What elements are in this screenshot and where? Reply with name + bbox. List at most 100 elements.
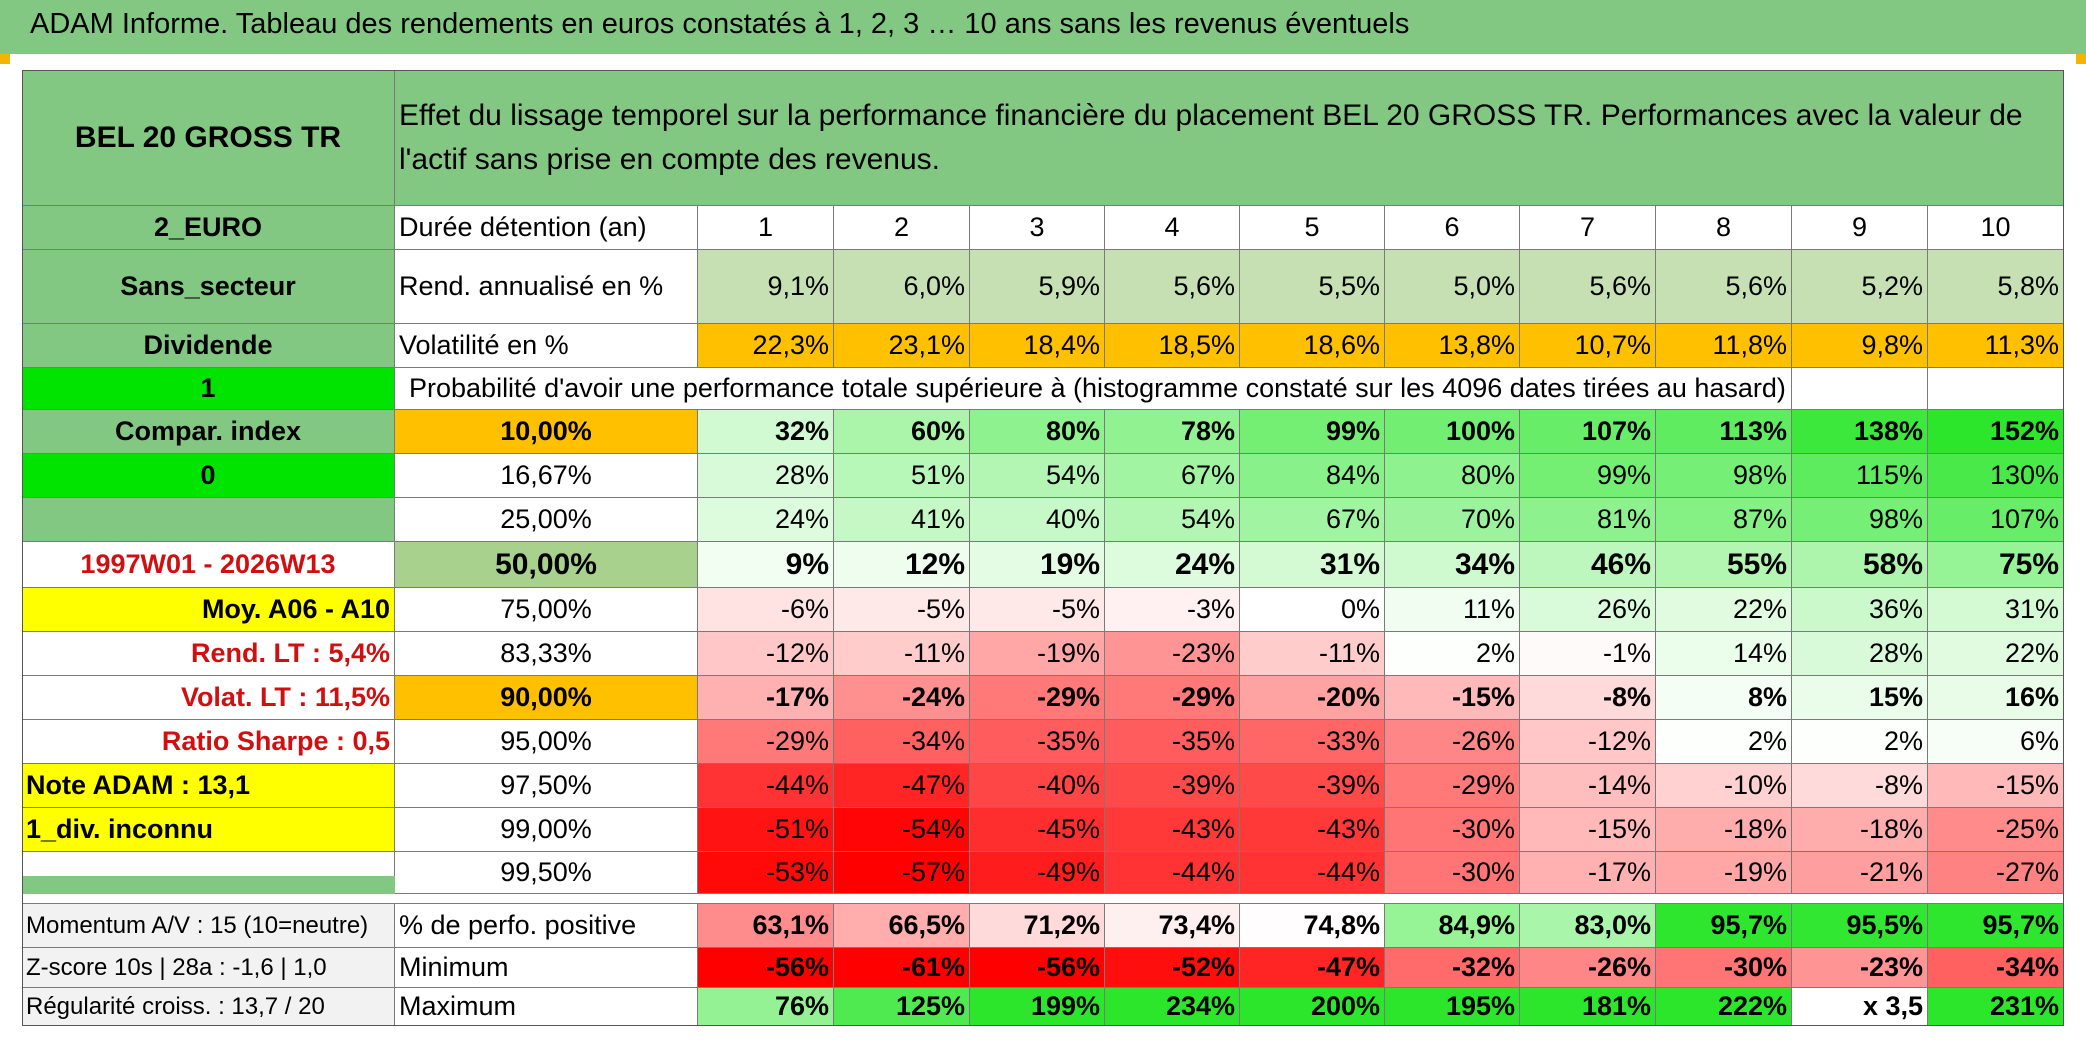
prob-value: 24%: [1105, 542, 1240, 588]
prob-value: 46%: [1520, 542, 1656, 588]
prob-value: -19%: [1656, 852, 1792, 894]
vol-value: 11,3%: [1928, 324, 2064, 368]
prob-value: -35%: [1105, 720, 1240, 764]
prob-value: -33%: [1240, 720, 1385, 764]
prob-value: 55%: [1656, 542, 1792, 588]
prob-value: 80%: [1385, 454, 1520, 498]
prob-value: 34%: [1385, 542, 1520, 588]
prob-value: -25%: [1928, 808, 2064, 852]
prob-value: 87%: [1656, 498, 1792, 542]
prob-value: 2%: [1792, 720, 1928, 764]
prob-value: 130%: [1928, 454, 2064, 498]
flag-1: 1: [22, 368, 395, 410]
prob-value: 31%: [1240, 542, 1385, 588]
div-info: 1_div. inconnu: [22, 808, 395, 852]
prob-threshold: 90,00%: [395, 676, 698, 720]
year-header: 5: [1240, 206, 1385, 250]
bottom-row-label: % de perfo. positive: [395, 904, 698, 948]
prob-value: -18%: [1792, 808, 1928, 852]
prob-value: -44%: [1105, 852, 1240, 894]
prob-value: -43%: [1240, 808, 1385, 852]
prob-value: 24%: [698, 498, 834, 542]
year-header: 10: [1928, 206, 2064, 250]
bottom-value: 66,5%: [834, 904, 970, 948]
prob-value: -12%: [698, 632, 834, 676]
bottom-value: -52%: [1105, 948, 1240, 988]
prob-value: 15%: [1792, 676, 1928, 720]
bottom-value: 76%: [698, 988, 834, 1026]
prob-value: 2%: [1385, 632, 1520, 676]
prob-value: 9%: [698, 542, 834, 588]
bottom-value: 199%: [970, 988, 1105, 1026]
vol-label: Volatilité en %: [395, 324, 698, 368]
vol-value: 13,8%: [1385, 324, 1520, 368]
bottom-value: -26%: [1520, 948, 1656, 988]
bottom-value: -34%: [1928, 948, 2064, 988]
prob-value: 100%: [1385, 410, 1520, 454]
prob-value: -24%: [834, 676, 970, 720]
prob-value: -30%: [1385, 808, 1520, 852]
prob-value: 98%: [1792, 498, 1928, 542]
vol-value: 18,5%: [1105, 324, 1240, 368]
prob-threshold: 99,00%: [395, 808, 698, 852]
prob-value: -43%: [1105, 808, 1240, 852]
prob-value: 6%: [1928, 720, 2064, 764]
rend-lt: Rend. LT : 5,4%: [22, 632, 395, 676]
vol-value: 10,7%: [1520, 324, 1656, 368]
bottom-value: 222%: [1656, 988, 1792, 1026]
stat-label: Momentum A/V : 15 (10=neutre): [22, 904, 395, 948]
bottom-value: -56%: [970, 948, 1105, 988]
prob-threshold: 16,67%: [395, 454, 698, 498]
spacer-gap: [22, 894, 2064, 904]
adam-note: Note ADAM : 13,1: [22, 764, 395, 808]
table-description: Effet du lissage temporel sur la perform…: [395, 70, 2064, 206]
vol-value: 22,3%: [698, 324, 834, 368]
prob-threshold: 50,00%: [395, 542, 698, 588]
period-label: 1997W01 - 2026W13: [22, 542, 395, 588]
prob-value: -19%: [970, 632, 1105, 676]
rend-value: 9,1%: [698, 250, 834, 324]
bottom-value: -30%: [1656, 948, 1792, 988]
compar-label: Compar. index: [22, 410, 395, 454]
prob-threshold: 95,00%: [395, 720, 698, 764]
prob-value: 75%: [1928, 542, 2064, 588]
prob-value: 41%: [834, 498, 970, 542]
prob-value: 54%: [970, 454, 1105, 498]
prob-value: -39%: [1240, 764, 1385, 808]
sector-label: Sans_secteur: [22, 250, 395, 324]
prob-value: -30%: [1385, 852, 1520, 894]
prob-value: -5%: [970, 588, 1105, 632]
bottom-value: 125%: [834, 988, 970, 1026]
prob-value: -29%: [1105, 676, 1240, 720]
year-header: 4: [1105, 206, 1240, 250]
bottom-value: -32%: [1385, 948, 1520, 988]
prob-value: -20%: [1240, 676, 1385, 720]
prob-value: 12%: [834, 542, 970, 588]
bottom-value: x 3,5: [1792, 988, 1928, 1026]
corner-marker: [2076, 54, 2086, 64]
vol-value: 11,8%: [1656, 324, 1792, 368]
bottom-value: 74,8%: [1240, 904, 1385, 948]
prob-value: -8%: [1520, 676, 1656, 720]
prob-value: 28%: [1792, 632, 1928, 676]
prob-value: -10%: [1656, 764, 1792, 808]
bottom-value: 71,2%: [970, 904, 1105, 948]
vol-value: 18,6%: [1240, 324, 1385, 368]
prob-value: -29%: [698, 720, 834, 764]
bottom-value: 181%: [1520, 988, 1656, 1026]
bottom-value: -47%: [1240, 948, 1385, 988]
empty-cell: [1792, 368, 1928, 410]
corner-marker: [0, 54, 10, 64]
prob-value: -23%: [1105, 632, 1240, 676]
income-label: Dividende: [22, 324, 395, 368]
prob-value: -8%: [1792, 764, 1928, 808]
bottom-row-label: Maximum: [395, 988, 698, 1026]
bottom-value: 95,7%: [1928, 904, 2064, 948]
year-header: 7: [1520, 206, 1656, 250]
prob-label: Probabilité d'avoir une performance tota…: [395, 368, 1792, 410]
prob-value: 22%: [1656, 588, 1792, 632]
prob-value: 28%: [698, 454, 834, 498]
empty-cell: [1928, 368, 2064, 410]
prob-value: -34%: [834, 720, 970, 764]
prob-value: -26%: [1385, 720, 1520, 764]
